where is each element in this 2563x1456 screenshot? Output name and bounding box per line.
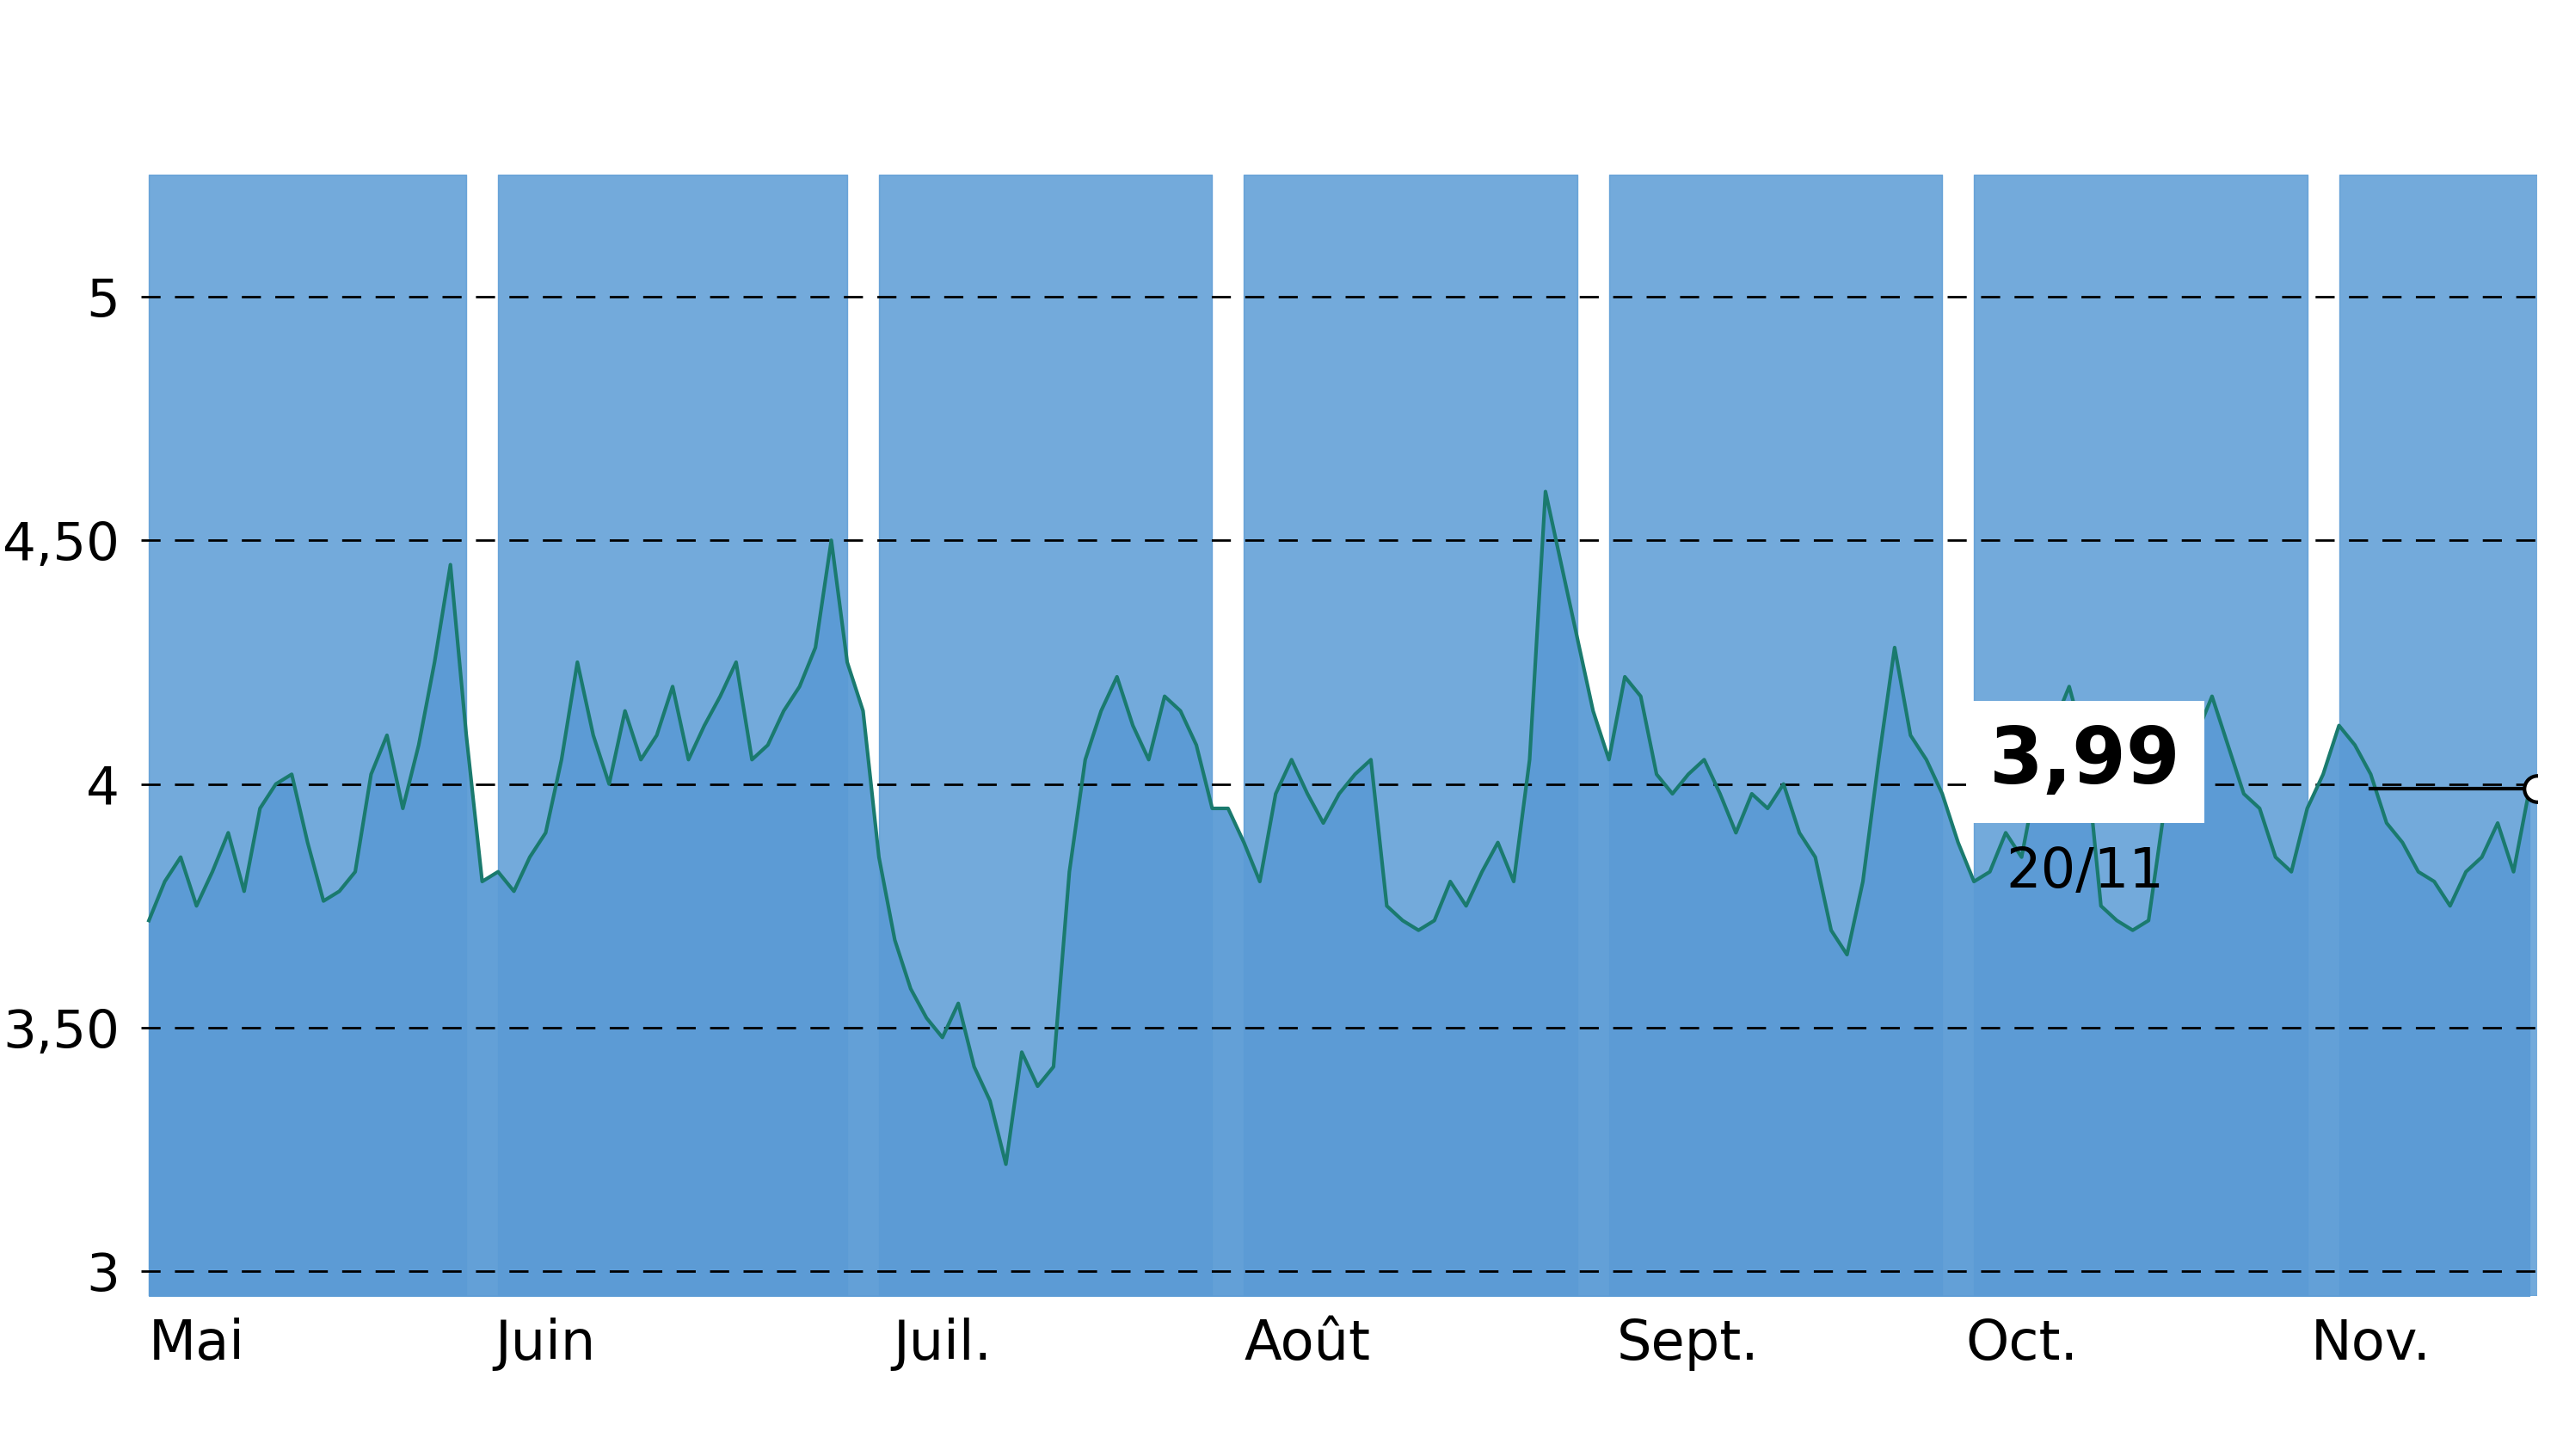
Bar (879, 175, 1212, 1296)
Text: 20/11: 20/11 (2007, 844, 2163, 898)
Bar (2340, 175, 2563, 1296)
Bar (1610, 175, 1943, 1296)
Text: Xenetic Biosciences, Inc.: Xenetic Biosciences, Inc. (533, 25, 2030, 128)
Bar (149, 175, 466, 1296)
Bar (1974, 175, 2307, 1296)
Bar (1243, 175, 1576, 1296)
Bar (497, 175, 848, 1296)
Text: 3,99: 3,99 (1989, 724, 2181, 799)
